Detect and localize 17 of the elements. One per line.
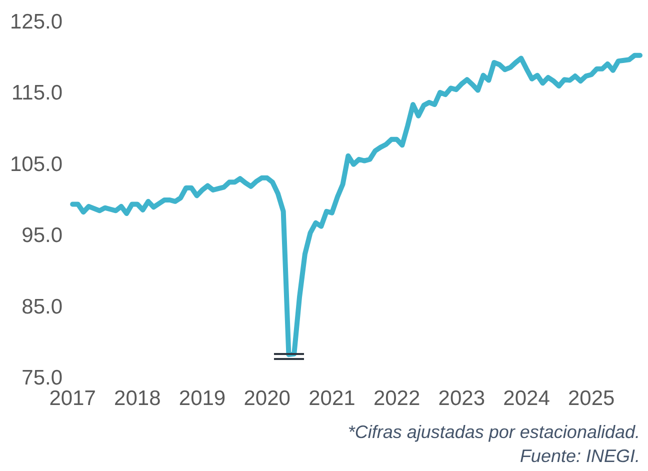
x-tick-label: 2021 [308,387,356,410]
y-tick-label: 115.0 [12,82,63,105]
x-tick-label: 2025 [568,387,615,410]
x-tick-label: 2022 [373,387,420,410]
x-tick-label: 2017 [49,387,96,410]
y-tick-label: 95.0 [22,224,63,248]
x-tick-label: 2020 [244,387,290,410]
y-tick-label: 85.0 [22,295,63,318]
x-tick-label: 2019 [178,387,226,410]
y-tick-label: 105.0 [10,152,63,176]
y-tick-label: 75.0 [22,366,63,390]
x-tick-label: 2018 [114,387,161,410]
text: *Cifras ajustadas por estacionalidad. [348,421,640,444]
source-note: Fuente: INEGI. [518,445,640,468]
x-tick-label: 2024 [503,387,550,410]
x-tick-label: 2023 [438,387,486,410]
y-tick-label: 125.0 [10,10,63,34]
